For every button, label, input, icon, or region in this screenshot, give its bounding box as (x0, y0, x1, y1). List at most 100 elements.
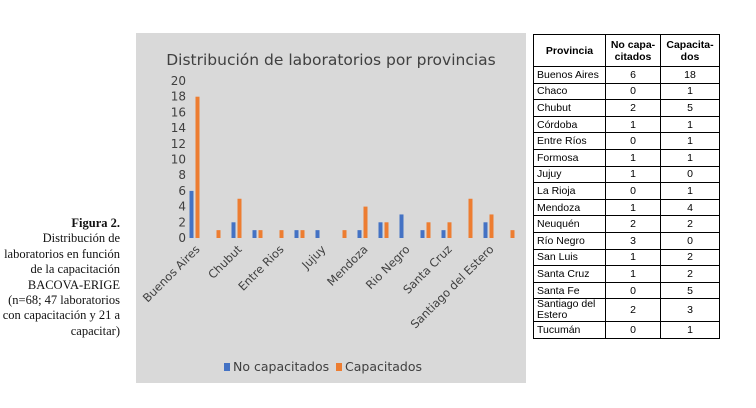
cell-province: Formosa (533, 148, 606, 167)
cell-not-trained: 2 (605, 215, 661, 233)
bar-capacitados (510, 230, 515, 238)
table-body: Buenos Aires 6 18 Chaco 0 1 Chubut 2 5 Córdoba 1 1 E… (533, 66, 720, 339)
bar-capacitados (279, 230, 284, 238)
bar-capacitados (342, 230, 347, 238)
cell-province: Entre Ríos (533, 132, 606, 150)
y-tick-label: 0 (178, 231, 186, 245)
table-row: Entre Ríos 0 1 (533, 132, 720, 150)
bar-no-capacitados (420, 230, 425, 238)
table-row: La Rioja 0 1 (533, 182, 720, 200)
bar-capacitados (363, 206, 368, 238)
table-row: Santa Fe 0 5 (533, 281, 720, 300)
x-tick-label: Santiago del Estero (408, 242, 497, 331)
header-not-trained: No capa-citados (605, 34, 661, 67)
cell-province: Buenos Aires (533, 66, 606, 84)
bar-no-capacitados (231, 222, 236, 238)
cell-not-trained: 0 (605, 321, 661, 339)
table-row: Formosa 1 1 (533, 148, 720, 167)
cell-trained: 1 (660, 182, 720, 200)
cell-not-trained: 1 (605, 165, 661, 184)
cell-province: Santa Cruz (533, 265, 606, 283)
cell-not-trained: 0 (605, 281, 661, 300)
cell-trained: 2 (660, 248, 720, 267)
cell-province: Río Negro (533, 231, 606, 250)
cell-trained: 2 (660, 215, 720, 233)
table-row: Mendoza 1 4 (533, 198, 720, 217)
cell-not-trained: 0 (605, 182, 661, 200)
laboratories-table: Provincia No capa-citados Capacita-dos B… (533, 34, 720, 339)
bar-no-capacitados (399, 214, 404, 238)
y-tick-label: 2 (178, 215, 186, 229)
x-tick-label: Buenos Aires (140, 242, 203, 305)
caption-body: Distribución de laboratorios en función … (2, 231, 120, 338)
bar-no-capacitados (378, 222, 383, 238)
y-tick-label: 14 (171, 121, 186, 135)
cell-trained: 0 (660, 231, 720, 250)
table-row: San Luis 1 2 (533, 248, 720, 267)
cell-province: Santiago del Estero (533, 298, 606, 323)
cell-province: Jujuy (533, 165, 606, 184)
bar-capacitados (447, 222, 452, 238)
bar-capacitados (216, 230, 221, 238)
header-province: Provincia (533, 34, 606, 67)
bar-capacitados (237, 198, 242, 238)
header-trained: Capacita-dos (660, 34, 720, 67)
bar-capacitados (489, 214, 494, 238)
y-tick-label: 4 (178, 200, 186, 214)
legend-swatch (224, 363, 230, 371)
chart-title: Distribución de laboratorios por provinc… (166, 51, 496, 69)
y-tick-label: 8 (178, 168, 186, 182)
table-row: Chubut 2 5 (533, 99, 720, 117)
bar-capacitados (300, 230, 305, 238)
cell-province: San Luis (533, 248, 606, 267)
cell-not-trained: 1 (605, 148, 661, 167)
cell-not-trained: 3 (605, 231, 661, 250)
cell-not-trained: 1 (605, 198, 661, 217)
table-row: Río Negro 3 0 (533, 231, 720, 250)
cell-not-trained: 0 (605, 132, 661, 150)
bar-capacitados (468, 198, 473, 238)
cell-trained: 5 (660, 281, 720, 300)
table-row: Chaco 0 1 (533, 82, 720, 101)
table-row: Jujuy 1 0 (533, 165, 720, 184)
cell-province: Chaco (533, 82, 606, 101)
legend-label: Capacitados (345, 359, 422, 374)
y-tick-label: 18 (171, 90, 186, 104)
cell-province: Tucumán (533, 321, 606, 339)
bar-no-capacitados (357, 230, 362, 238)
cell-not-trained: 1 (605, 115, 661, 134)
cell-trained: 0 (660, 165, 720, 184)
cell-province: La Rioja (533, 182, 606, 200)
figure-caption: Figura 2. Distribución de laboratorios e… (0, 216, 120, 339)
cell-trained: 18 (660, 66, 720, 84)
bar-capacitados (426, 222, 431, 238)
y-tick-label: 10 (171, 153, 186, 167)
bar-capacitados (258, 230, 263, 238)
y-tick-label: 12 (171, 137, 186, 151)
cell-trained: 2 (660, 265, 720, 283)
cell-province: Chubut (533, 99, 606, 117)
cell-not-trained: 6 (605, 66, 661, 84)
y-tick-label: 16 (171, 105, 186, 119)
bar-no-capacitados (315, 230, 320, 238)
cell-province: Mendoza (533, 198, 606, 217)
table-row: Córdoba 1 1 (533, 115, 720, 134)
cell-province: Neuquén (533, 215, 606, 233)
bar-capacitados (384, 222, 389, 238)
cell-trained: 1 (660, 115, 720, 134)
table-header-row: Provincia No capa-citados Capacita-dos (533, 34, 720, 67)
cell-trained: 3 (660, 298, 720, 323)
y-tick-label: 20 (171, 74, 186, 88)
legend-swatch (336, 363, 342, 371)
bar-capacitados (195, 96, 200, 238)
table-row: Santiago del Estero 2 3 (533, 298, 720, 323)
cell-not-trained: 1 (605, 265, 661, 283)
cell-province: Santa Fe (533, 281, 606, 300)
cell-trained: 1 (660, 82, 720, 101)
y-tick-label: 6 (178, 184, 186, 198)
cell-trained: 1 (660, 132, 720, 150)
cell-trained: 5 (660, 99, 720, 117)
x-tick-label: Entre Rios (235, 242, 286, 293)
bar-chart: Distribución de laboratorios por provinc… (140, 51, 515, 374)
cell-not-trained: 2 (605, 99, 661, 117)
